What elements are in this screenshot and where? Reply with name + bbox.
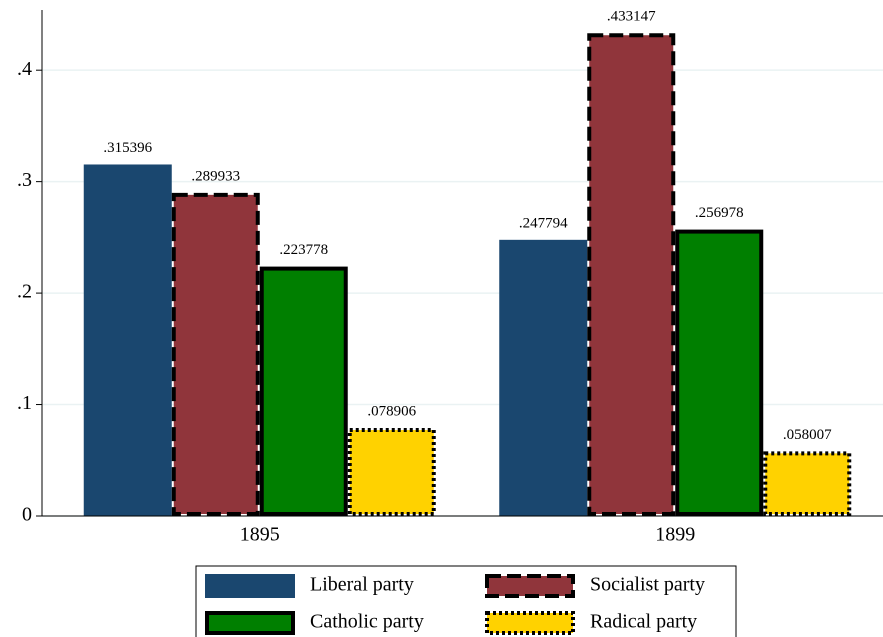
value-label: .289933 <box>191 168 240 184</box>
bar <box>83 164 172 516</box>
x-tick-label: 1895 <box>240 524 280 546</box>
y-tick-label: .3 <box>17 169 32 191</box>
legend-label: Catholic party <box>310 611 424 633</box>
value-label: .058007 <box>783 427 832 443</box>
bar <box>499 239 588 516</box>
bar <box>587 33 676 516</box>
legend-swatch <box>485 611 575 635</box>
legend-label: Radical party <box>590 611 697 633</box>
legend-label: Socialist party <box>590 574 705 596</box>
bar <box>347 428 436 516</box>
x-tick-label: 1899 <box>655 524 695 546</box>
y-tick-label: .1 <box>17 392 32 414</box>
value-label: .078906 <box>367 403 416 419</box>
bar <box>675 229 764 516</box>
bar <box>763 451 852 517</box>
value-label: .247794 <box>519 215 568 231</box>
legend-swatch <box>485 574 575 598</box>
value-label: .256978 <box>695 205 744 221</box>
y-tick-label: 0 <box>22 504 32 526</box>
legend-label: Liberal party <box>310 574 414 596</box>
value-label: .315396 <box>103 140 152 156</box>
y-tick-label: .2 <box>17 281 32 303</box>
value-label: .223778 <box>279 242 328 258</box>
value-label: .433147 <box>607 9 656 25</box>
bar <box>259 266 348 516</box>
legend-swatch <box>205 574 295 598</box>
legend-swatch <box>205 611 295 635</box>
y-tick-label: .4 <box>17 58 32 80</box>
bar <box>171 192 260 516</box>
